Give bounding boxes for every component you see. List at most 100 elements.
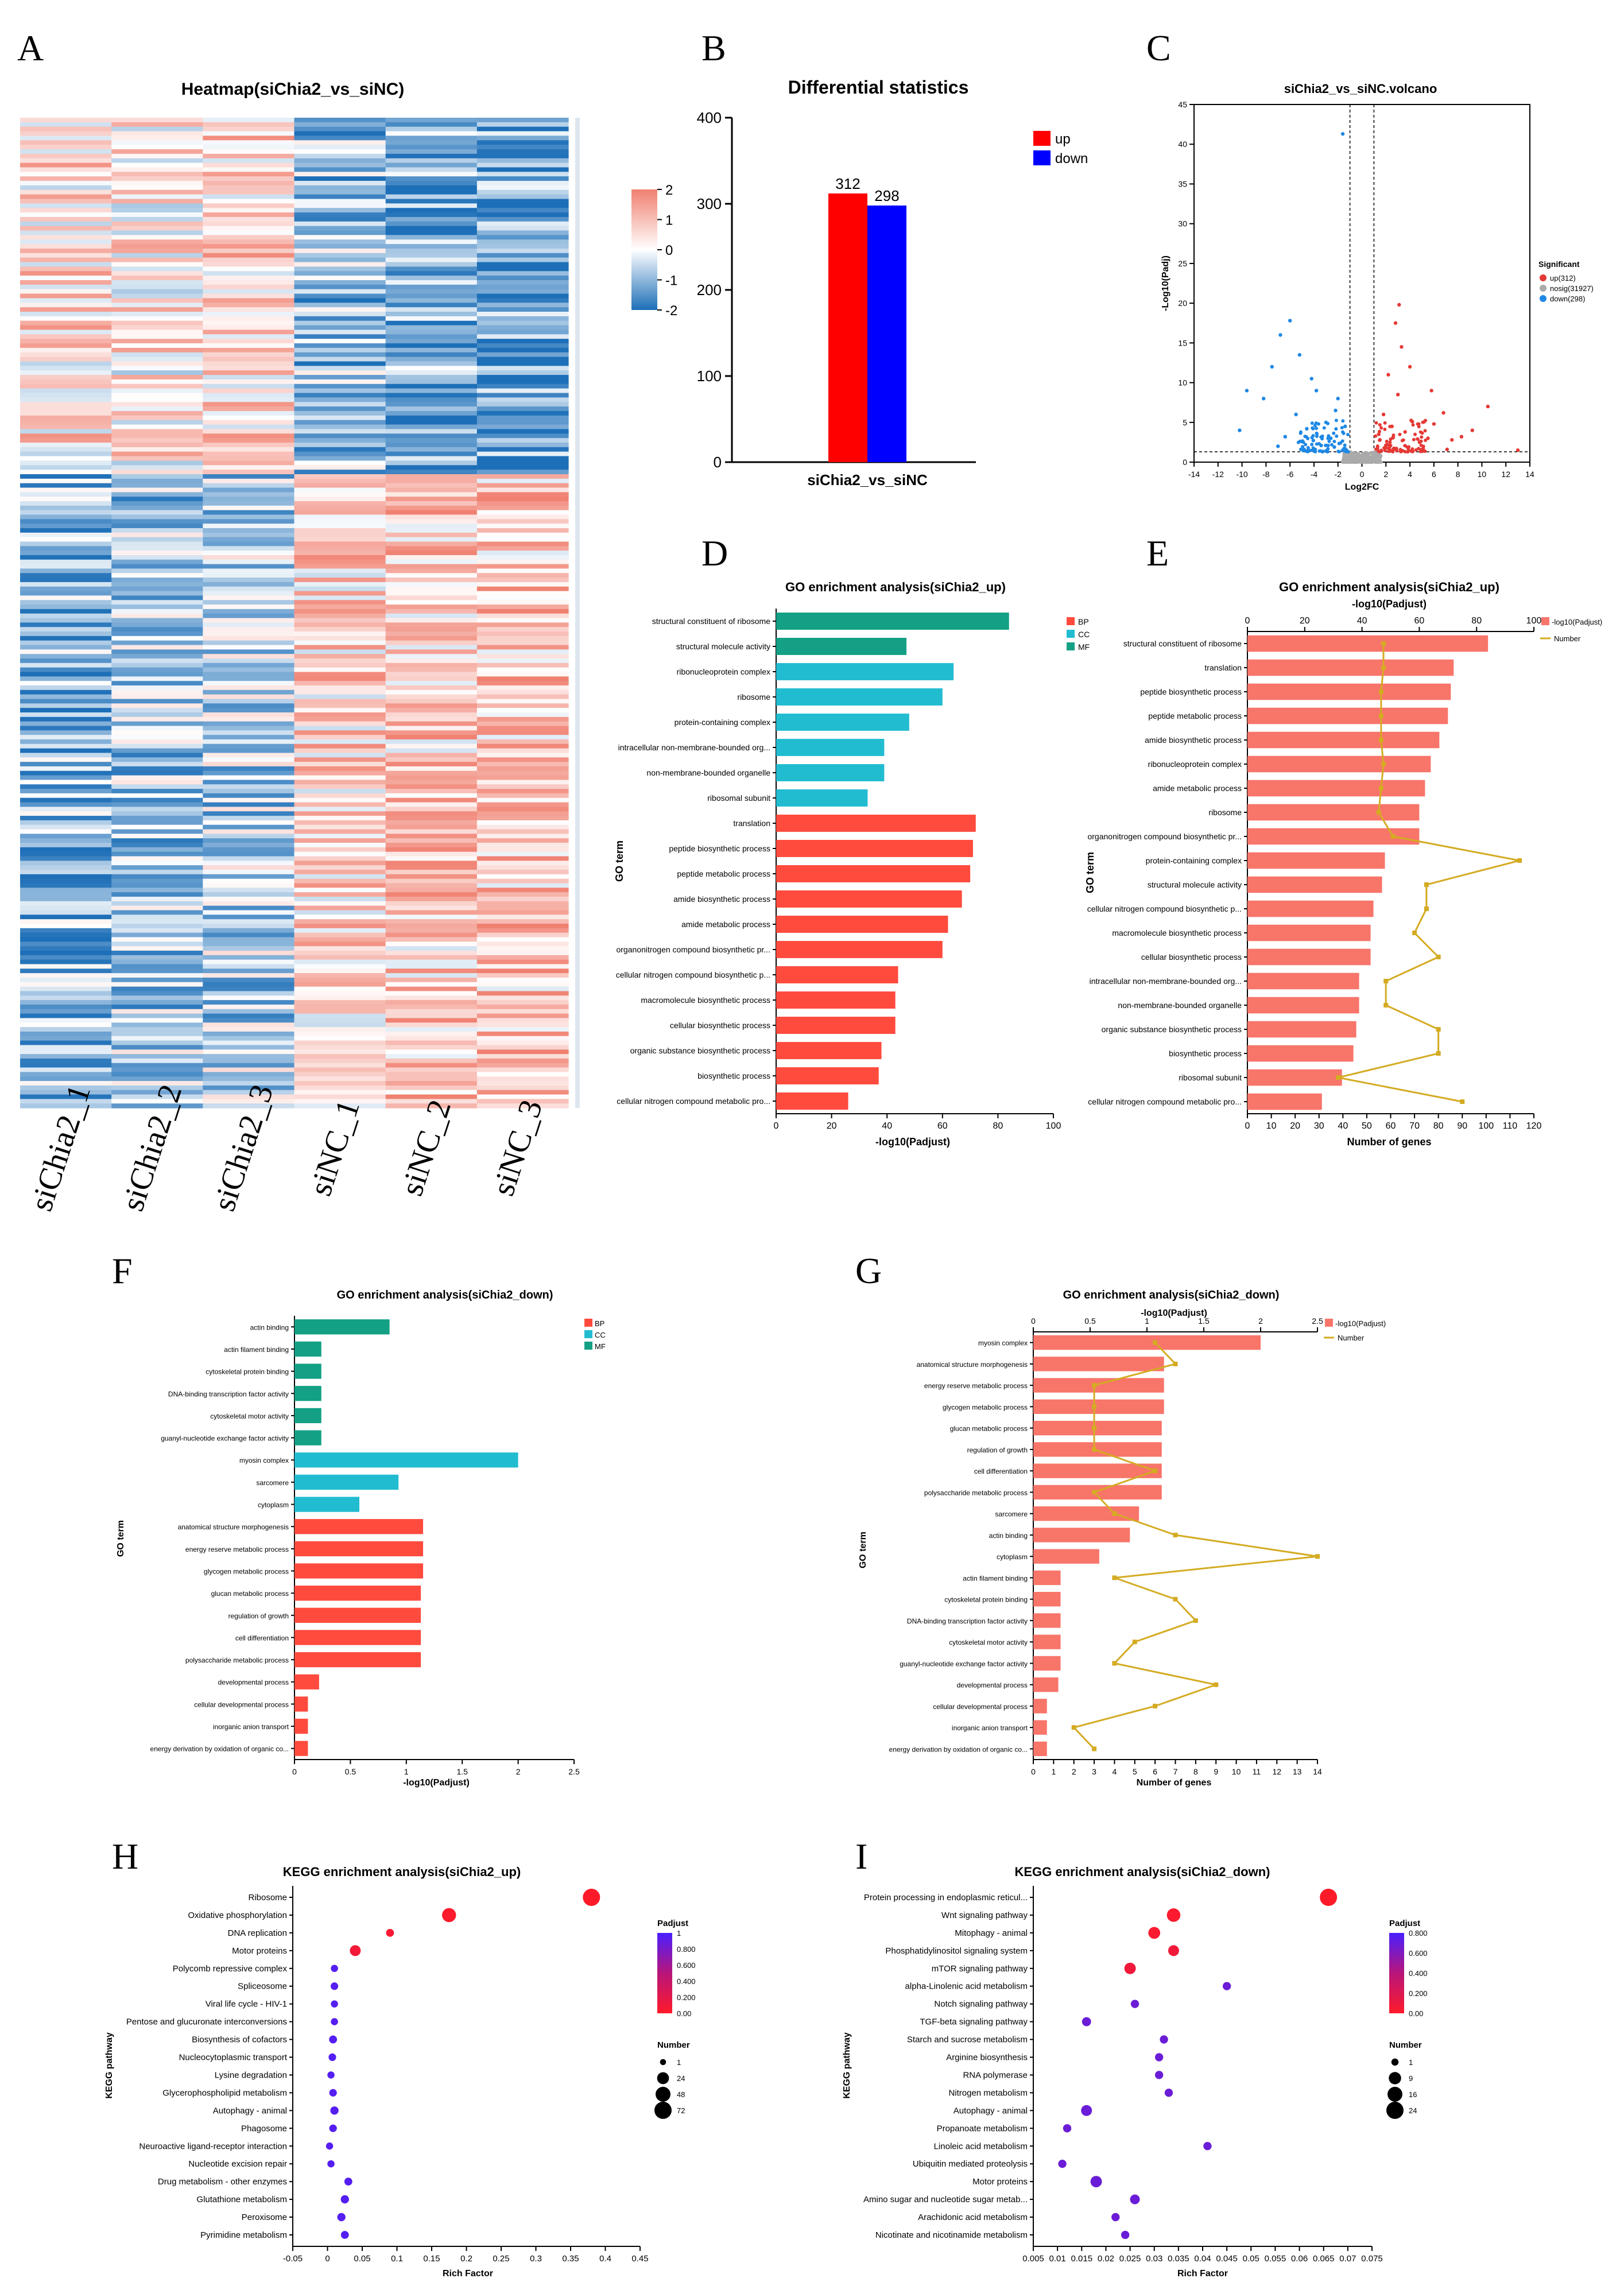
heatmap-cell [20, 451, 112, 457]
down-point [1311, 439, 1315, 443]
heatmap-cell [20, 551, 112, 556]
heatmap-cell [385, 347, 478, 353]
heatmap-cell [20, 1018, 112, 1023]
heatmap-cell [294, 1081, 386, 1086]
heatmap-cell [294, 582, 386, 587]
up-point [1516, 448, 1520, 452]
heatmap-cell [111, 950, 203, 956]
heatmap-cell [20, 253, 112, 258]
heatmap-cell [111, 1049, 203, 1055]
heatmap-cell [385, 172, 478, 177]
go-bar [1247, 924, 1371, 941]
heatmap-cell [476, 307, 569, 312]
go-bar [776, 663, 954, 680]
heatmap-cell [20, 1058, 112, 1064]
heatmap-cell [111, 1054, 203, 1059]
y-tick-label: 100 [697, 367, 722, 385]
heatmap-cell [476, 497, 569, 502]
heatmap-cell [20, 613, 112, 619]
heatmap-cell [20, 703, 112, 708]
heatmap-cell [20, 145, 112, 150]
pathway-label: Autophagy - animal [213, 2106, 287, 2115]
heatmap-cell [385, 937, 478, 942]
pathway-label: Protein processing in endoplasmic reticu… [864, 1893, 1028, 1902]
heatmap-cell [20, 793, 112, 799]
heatmap-cell [385, 135, 478, 141]
heatmap-cell [294, 928, 386, 933]
heatmap-cell [294, 555, 386, 560]
heatmap-cell [20, 564, 112, 569]
heatmap-cell [111, 910, 203, 915]
heatmap-cell [111, 514, 203, 520]
heatmap-cell [476, 429, 569, 434]
heatmap-cell [111, 483, 203, 489]
heatmap-cell [294, 667, 386, 673]
down-point [1310, 436, 1314, 440]
heatmap-cell [20, 1009, 112, 1014]
heatmap-cell [203, 307, 295, 312]
heatmap-cell [203, 375, 295, 380]
go-bar [1247, 731, 1440, 749]
heatmap-cell [20, 230, 112, 235]
heatmap-cell [111, 410, 203, 416]
heatmap-cell [111, 905, 203, 911]
heatmap-cell [294, 420, 386, 425]
heatmap-cell [203, 1054, 295, 1059]
up-point [1426, 436, 1430, 440]
heatmap-cell [20, 361, 112, 366]
heatmap-cell [111, 640, 203, 646]
heatmap-cell [294, 973, 386, 978]
heatmap-cell [294, 312, 386, 317]
heatmap-cell [476, 762, 569, 767]
heatmap-cell [476, 991, 569, 996]
heatmap-colorbar [631, 189, 657, 310]
go-term-label: amide biosynthetic process [1145, 735, 1242, 745]
up-point [1387, 447, 1391, 451]
heatmap-cell [385, 122, 478, 127]
heatmap-cell [111, 492, 203, 497]
heatmap-cell [20, 221, 112, 227]
heatmap-cell [20, 140, 112, 145]
heatmap-cell [476, 519, 569, 524]
heatmap-cell [294, 131, 386, 137]
heatmap-cell [476, 1022, 569, 1028]
heatmap-cell [111, 162, 203, 168]
heatmap-cell [111, 1018, 203, 1023]
heatmap-cell [203, 388, 295, 394]
heatmap-cell [203, 347, 295, 353]
heatmap-cell [294, 1099, 386, 1104]
pathway-label: Ubiquitin mediated proteolysis [913, 2159, 1028, 2169]
x-tick-label: 0.005 [1022, 2254, 1044, 2264]
down-point [1299, 431, 1303, 435]
heatmap-cell [385, 613, 478, 619]
go-bar [1247, 900, 1374, 917]
heatmap-cell [203, 694, 295, 700]
heatmap-cell [385, 780, 478, 785]
heatmap-cell [385, 262, 478, 268]
heatmap-cell [385, 861, 478, 866]
down-point [1306, 445, 1310, 450]
x-tick-label: -12 [1212, 470, 1224, 479]
nosig-point [1350, 460, 1354, 464]
heatmap-cell [111, 689, 203, 695]
number-point [1092, 1746, 1097, 1752]
heatmap-cell [203, 370, 295, 375]
bar-chart-title: Differential statistics [788, 77, 969, 98]
heatmap-cell [294, 1067, 386, 1072]
go-term-label: regulation of growth [228, 1612, 289, 1620]
heatmap-cell [111, 941, 203, 947]
pathway-bubble [1081, 2105, 1092, 2116]
heatmap-cell [385, 379, 478, 385]
heatmap-cell [385, 420, 478, 425]
go-bar [776, 840, 973, 857]
heatmap-cell [203, 982, 295, 987]
heatmap-cell [476, 262, 569, 268]
go-term-label: cellular nitrogen compound biosynthetic … [616, 970, 770, 979]
heatmap-cell [294, 266, 386, 272]
heatmap-cell [203, 874, 295, 879]
heatmap-cell [20, 811, 112, 816]
heatmap-cell [203, 770, 295, 776]
heatmap-cell [20, 1103, 112, 1109]
heatmap-cell [20, 429, 112, 434]
heatmap-cell [385, 149, 478, 154]
